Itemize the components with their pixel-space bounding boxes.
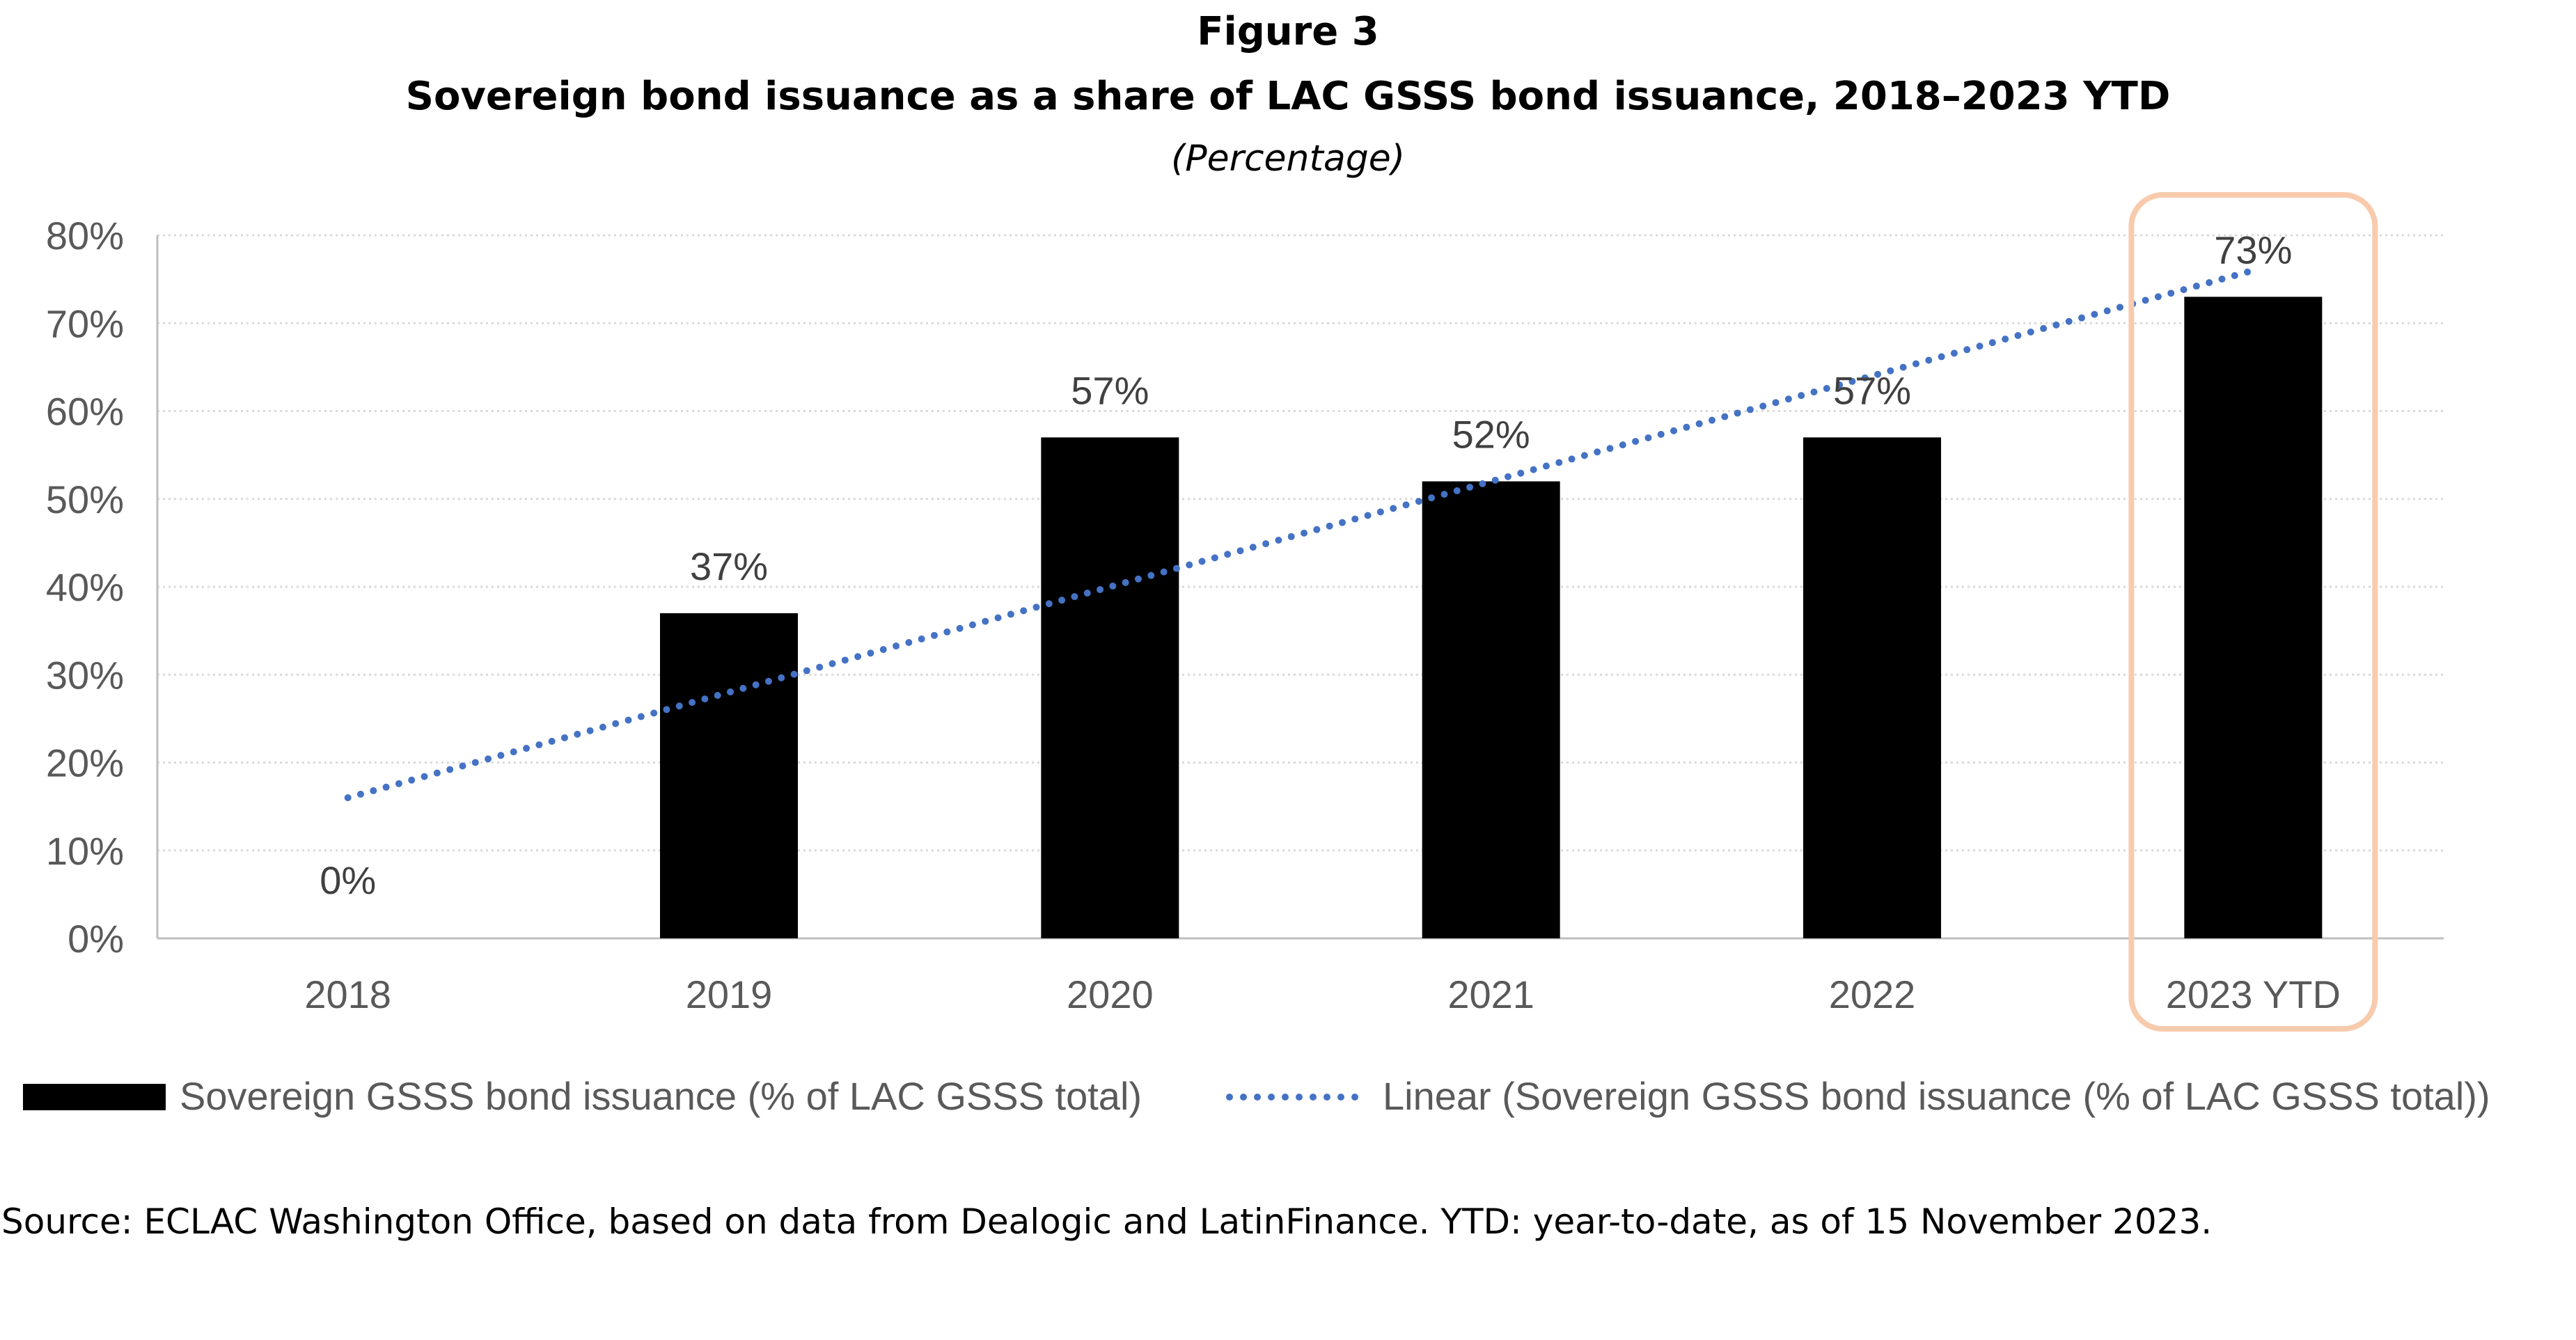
gridlines	[157, 234, 2444, 852]
data-label: 37%	[690, 544, 768, 588]
x-tick-label: 2020	[1067, 972, 1154, 1016]
bar-2021	[1422, 481, 1560, 938]
figure-number: Figure 3	[1197, 9, 1379, 54]
data-label: 0%	[320, 858, 376, 902]
bars	[660, 297, 2323, 938]
x-tick-label: 2019	[686, 972, 773, 1016]
y-tick-label: 60%	[46, 390, 124, 434]
data-labels: 0% 37% 57% 52% 57% 73%	[320, 228, 2292, 902]
y-tick-label: 20%	[46, 741, 124, 785]
legend: Sovereign GSSS bond issuance (% of LAC G…	[23, 1074, 2490, 1118]
chart-title: Sovereign bond issuance as a share of LA…	[406, 74, 2171, 119]
y-tick-label: 30%	[46, 653, 124, 697]
y-tick-label: 0%	[68, 917, 124, 961]
bar-2023-ytd	[2184, 297, 2323, 938]
y-tick-label: 80%	[46, 214, 124, 258]
data-label: 52%	[1452, 413, 1530, 457]
data-label: 57%	[1833, 368, 1911, 412]
y-tick-label: 50%	[46, 478, 124, 521]
bar-2019	[660, 613, 798, 938]
x-tick-label: 2023 YTD	[2166, 972, 2341, 1016]
legend-swatch-bars	[23, 1084, 166, 1110]
chart-subtitle: (Percentage)	[1171, 138, 1405, 180]
highlight-box	[2128, 192, 2378, 1032]
y-tick-label: 40%	[46, 565, 124, 609]
y-tick-label: 70%	[46, 301, 124, 345]
y-tick-label: 10%	[46, 829, 124, 873]
x-tick-label: 2022	[1829, 972, 1916, 1016]
bar-2022	[1803, 437, 1941, 938]
legend-label-bars: Sovereign GSSS bond issuance (% of LAC G…	[180, 1074, 1142, 1118]
highlight-layer	[2128, 192, 2378, 1032]
x-tick-label: 2021	[1447, 972, 1534, 1016]
source-note: Source: ECLAC Washington Office, based o…	[1, 1201, 2212, 1242]
trendline	[344, 267, 2257, 801]
x-axis-ticks: 2018 2019 2020 2021 2022 2023 YTD	[304, 972, 2341, 1016]
legend-label-trendline: Linear (Sovereign GSSS bond issuance (% …	[1383, 1074, 2490, 1118]
x-tick-label: 2018	[304, 972, 391, 1016]
data-label: 57%	[1071, 368, 1149, 412]
y-axis-ticks: 0% 10% 20% 30% 40% 50% 60% 70% 80%	[46, 214, 124, 961]
axes	[156, 235, 2444, 940]
trendline-layer	[344, 267, 2257, 801]
bar-2020	[1041, 437, 1179, 938]
data-label: 73%	[2214, 228, 2292, 271]
